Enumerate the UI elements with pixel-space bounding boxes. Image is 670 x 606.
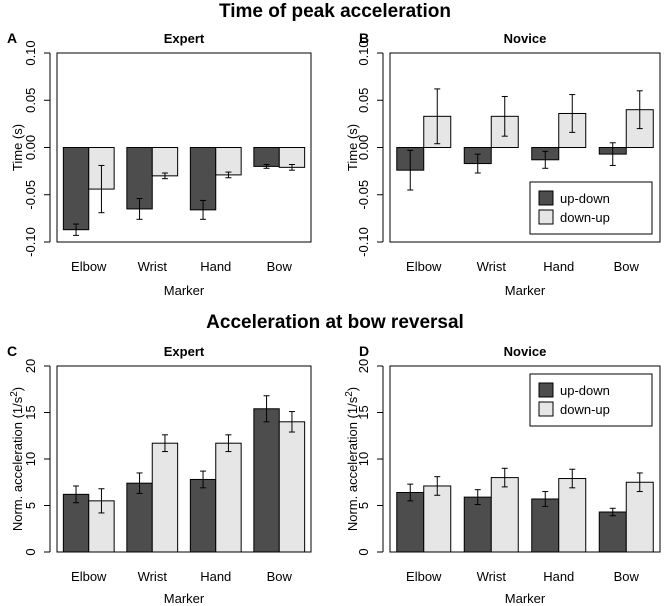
x-tick-label: Hand [543,259,574,274]
bar [463,496,492,553]
bar [151,147,179,177]
bar [531,498,560,553]
plot-frame [56,52,312,243]
bar [215,442,242,553]
panel-letter: A [7,30,17,46]
x-axis-label: Marker [505,591,546,606]
y-axis-label: Time (s) [345,124,360,171]
x-tick-label: Elbow [71,569,107,584]
legend-label: up-down [560,191,610,206]
y-axis-label: Norm. acceleration (1/s2) [344,387,360,531]
y-tick-label: 20 [356,359,371,373]
bar [151,442,179,553]
x-axis-label: Marker [164,591,205,606]
bar [126,482,153,553]
x-tick-label: Elbow [406,569,442,584]
x-axis-label: Marker [164,283,205,298]
y-tick-label: 15 [356,405,371,419]
x-tick-label: Wrist [477,259,507,274]
panel-b: B Novice -0.10 -0.05 0.00 0.05 0.10 Time (s) Elb… [345,30,661,298]
x-tick-label: Elbow [406,259,442,274]
legend-label: up-down [560,383,610,398]
section-title-bottom: Acceleration at bow reversal [206,312,464,333]
y-tick-label: 0.00 [356,135,371,160]
y-tick-label: 5 [23,502,38,509]
panel-a: A Expert -0.10 -0.05 0.00 0.05 0.10 Time (s) Elb… [7,30,312,298]
y-axis-label: Time (s) [10,124,25,171]
section-title-top: Time of peak acceleration [219,1,451,22]
bar [189,478,217,553]
x-tick-label: Bow [267,569,293,584]
bar [558,478,587,553]
bar [625,481,654,553]
bar [423,485,452,553]
bar [490,477,519,553]
y-tick-label: -0.05 [356,180,371,210]
legend-swatch [538,209,554,225]
x-tick-label: Bow [614,259,640,274]
y-tick-label: 0.10 [23,40,38,65]
bar [253,408,280,553]
y-tick-label: 0.05 [23,88,38,113]
x-axis-label: Marker [505,283,546,298]
x-tick-label: Bow [614,569,640,584]
bar [278,421,306,553]
y-tick-label: 0.10 [356,40,371,65]
plot-frame [389,365,661,553]
panel-c: C Expert 0 5 10 15 20 Norm. acceleration (1/s2)… [7,343,312,606]
y-tick-label: -0.10 [356,227,371,257]
legend-box [529,181,653,235]
x-tick-label: Wrist [138,259,168,274]
x-tick-label: Elbow [71,259,107,274]
plot-frame [389,52,661,243]
bar [396,491,425,553]
legend-label: down-up [560,402,610,417]
bar [598,511,627,553]
panel-title: Novice [504,31,547,46]
bar [62,147,90,231]
y-tick-label: 15 [23,405,38,419]
legend-label: down-up [560,210,610,225]
y-axis-label: Norm. acceleration (1/s2) [9,387,25,531]
panel-letter: C [7,343,17,359]
x-tick-label: Wrist [477,569,507,584]
bar [215,147,242,176]
panel-title: Expert [164,31,205,46]
y-tick-label: -0.05 [23,180,38,210]
y-tick-label: -0.10 [23,227,38,257]
y-tick-label: 20 [23,359,38,373]
legend-swatch [538,382,554,398]
bar [189,147,217,211]
y-tick-label: 0 [23,548,38,555]
x-tick-label: Bow [267,259,293,274]
bar [253,147,280,167]
panel-title: Novice [504,344,547,359]
plot-frame [56,365,312,553]
y-tick-label: 0.05 [356,88,371,113]
legend-swatch [538,401,554,417]
y-tick-label: 10 [356,452,371,466]
y-tick-label: 10 [23,452,38,466]
x-tick-label: Wrist [138,569,168,584]
x-tick-label: Hand [200,569,231,584]
panel-title: Expert [164,344,205,359]
panel-letter: D [359,343,369,359]
panel-d: D Novice 0 5 10 15 20 Norm. acceleration (1/s2)… [344,343,661,606]
y-tick-label: 5 [356,502,371,509]
y-tick-label: 0 [356,548,371,555]
x-tick-label: Hand [543,569,574,584]
y-tick-label: 0.00 [23,135,38,160]
panel-letter: B [359,30,369,46]
legend-box [529,373,653,427]
legend-swatch [538,190,554,206]
x-tick-label: Hand [200,259,231,274]
